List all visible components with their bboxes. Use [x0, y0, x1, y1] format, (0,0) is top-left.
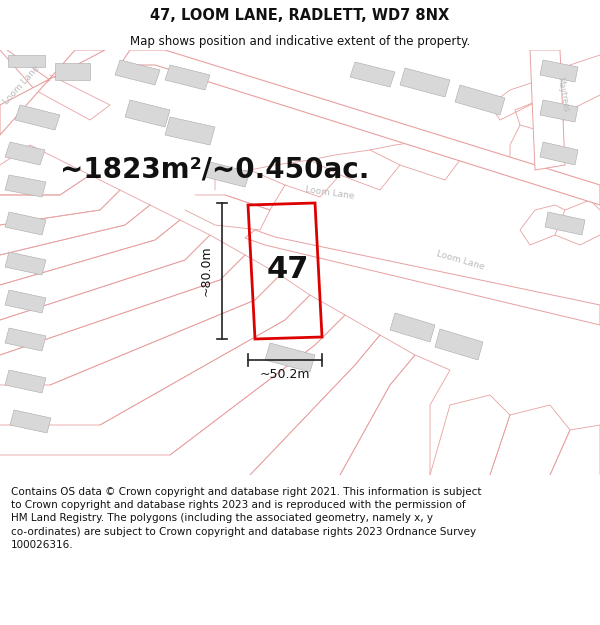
- Polygon shape: [435, 329, 483, 360]
- Text: ~50.2m: ~50.2m: [260, 368, 310, 381]
- Polygon shape: [55, 63, 90, 80]
- Text: Loom Lane: Loom Lane: [305, 185, 355, 201]
- Polygon shape: [165, 65, 210, 90]
- Polygon shape: [10, 410, 51, 433]
- Polygon shape: [0, 50, 105, 135]
- Text: Maytrees: Maytrees: [556, 77, 571, 113]
- Polygon shape: [5, 212, 46, 235]
- Polygon shape: [5, 370, 46, 393]
- Polygon shape: [540, 100, 578, 122]
- Text: Loom Lane: Loom Lane: [435, 249, 485, 271]
- Polygon shape: [125, 100, 170, 127]
- Text: Loom Lane: Loom Lane: [2, 64, 42, 106]
- Polygon shape: [390, 313, 435, 342]
- Polygon shape: [5, 142, 45, 165]
- Polygon shape: [165, 117, 215, 145]
- Text: 47: 47: [267, 256, 309, 284]
- Polygon shape: [540, 60, 578, 82]
- Polygon shape: [350, 62, 395, 87]
- Polygon shape: [120, 50, 600, 205]
- Polygon shape: [400, 68, 450, 97]
- Polygon shape: [205, 162, 250, 187]
- Polygon shape: [5, 328, 46, 351]
- Text: ~80.0m: ~80.0m: [200, 246, 213, 296]
- Polygon shape: [540, 142, 578, 165]
- Polygon shape: [265, 343, 315, 372]
- Text: 47, LOOM LANE, RADLETT, WD7 8NX: 47, LOOM LANE, RADLETT, WD7 8NX: [151, 8, 449, 22]
- Polygon shape: [5, 175, 46, 197]
- Polygon shape: [5, 252, 46, 275]
- Polygon shape: [530, 50, 565, 170]
- Polygon shape: [8, 55, 45, 67]
- Polygon shape: [5, 290, 46, 313]
- Text: Contains OS data © Crown copyright and database right 2021. This information is : Contains OS data © Crown copyright and d…: [11, 487, 481, 550]
- Polygon shape: [245, 230, 600, 325]
- Polygon shape: [115, 60, 160, 85]
- Text: Map shows position and indicative extent of the property.: Map shows position and indicative extent…: [130, 35, 470, 48]
- Polygon shape: [545, 212, 585, 235]
- Polygon shape: [15, 105, 60, 130]
- Text: ~1823m²/~0.450ac.: ~1823m²/~0.450ac.: [61, 156, 370, 184]
- Polygon shape: [455, 85, 505, 115]
